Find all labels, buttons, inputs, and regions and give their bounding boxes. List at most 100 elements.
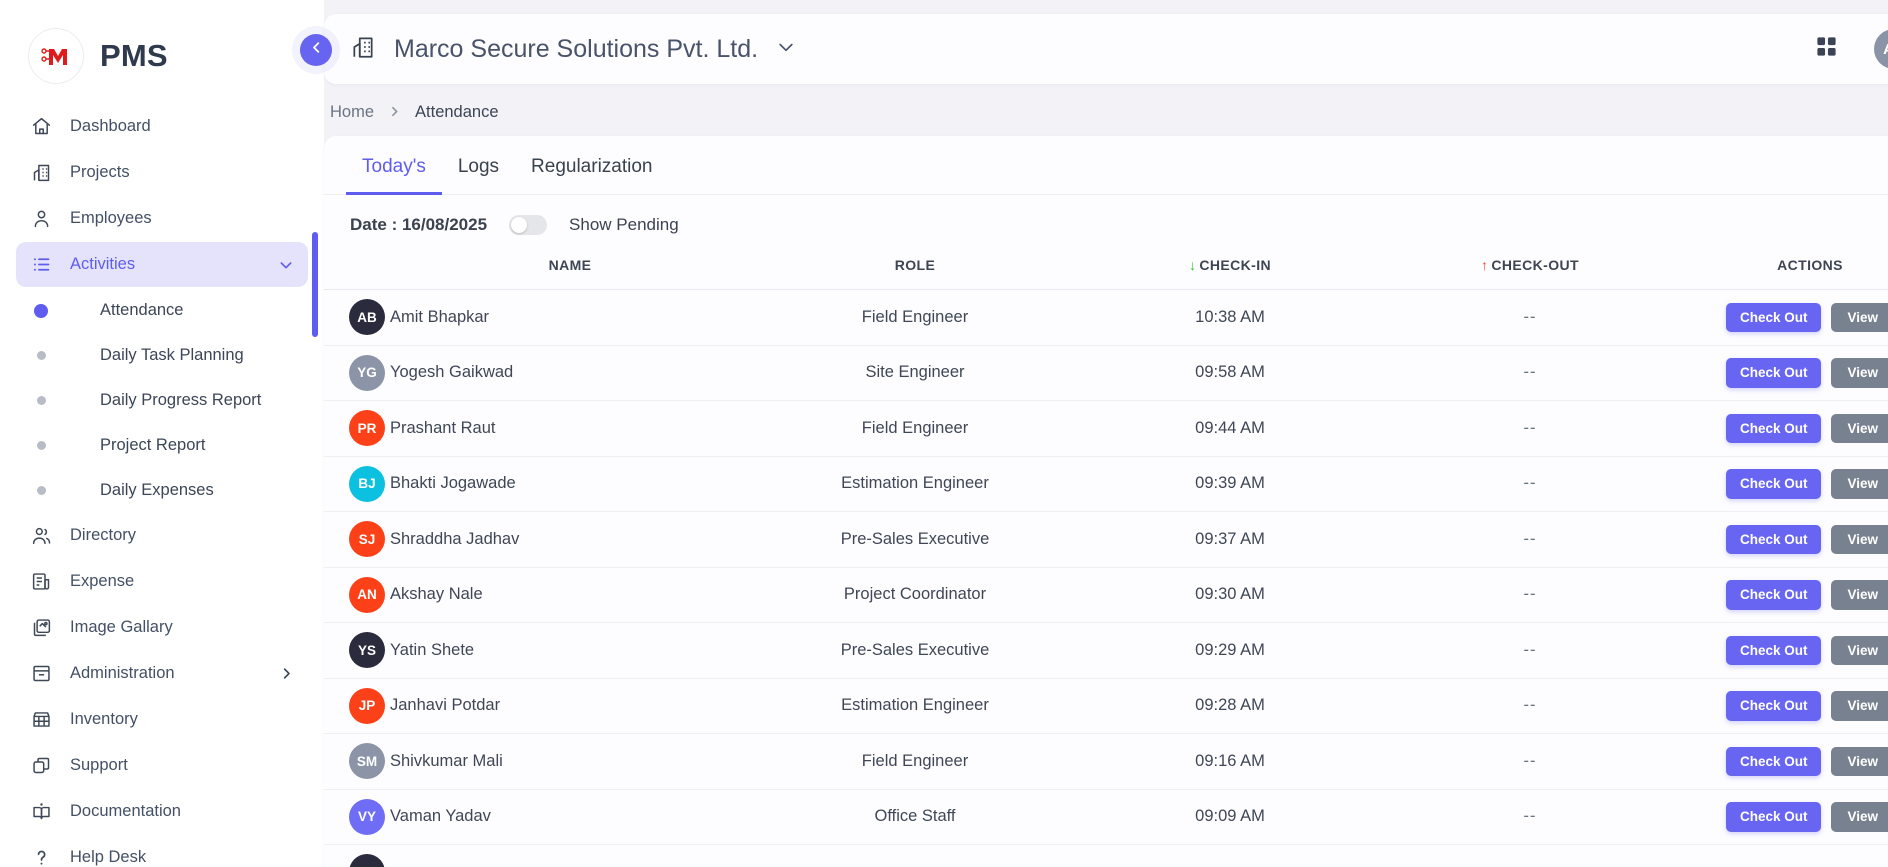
col-check-in-label: CHECK-IN [1199, 257, 1272, 273]
row-actions: Check Out View [1680, 290, 1888, 346]
tab-todays[interactable]: Today's [346, 136, 442, 195]
show-pending-toggle[interactable] [509, 215, 548, 235]
row-role: Site Engineer [865, 363, 965, 382]
chevron-down-icon[interactable] [278, 257, 294, 273]
row-check-in: 09:37 AM [1195, 529, 1265, 548]
sidebar-subitem-daily-progress-report[interactable]: Daily Progress Report [16, 378, 308, 423]
sidebar-item-administration[interactable]: Administration [16, 651, 308, 696]
row-avatar-cell [324, 845, 390, 867]
tab-logs[interactable]: Logs [457, 156, 500, 177]
sidebar-item-projects[interactable]: Projects [16, 150, 308, 195]
view-button[interactable]: View [1831, 802, 1888, 832]
sidebar-item-inventory[interactable]: Inventory [16, 697, 308, 742]
table-row[interactable]: BJ Bhakti Jogawade Estimation Engineer 09:3… [324, 456, 1888, 512]
row-name: Amit Bhapkar [390, 307, 490, 326]
tab-bar: Today's Logs Regularization [324, 136, 1888, 195]
view-button[interactable]: View [1831, 746, 1888, 776]
check-out-button[interactable]: Check Out [1725, 802, 1822, 832]
table-row[interactable]: JP Janhavi Potdar Estimation Engineer 09:28… [324, 678, 1888, 734]
sidebar-item-expense[interactable]: Expense [16, 559, 308, 604]
view-button[interactable]: View [1831, 635, 1888, 665]
main-content: Marco Secure Solutions Pvt. Ltd. AD Home [300, 0, 1888, 867]
sidebar-subitem-daily-task-planning[interactable]: Daily Task Planning [16, 333, 308, 378]
view-button[interactable]: View [1831, 469, 1888, 499]
sidebar-item-label: Image Gallary [70, 618, 173, 636]
table-row[interactable]: AN Akshay Nale Project Coordinator 09:30 AM… [324, 567, 1888, 623]
col-role[interactable]: ROLE [750, 251, 1080, 290]
view-button[interactable]: View [1831, 691, 1888, 721]
row-role: Pre-Sales Executive [840, 529, 990, 548]
row-name [390, 845, 750, 867]
sidebar-item-dashboard[interactable]: Dashboard [16, 104, 308, 149]
sidebar-subitem-label: Daily Expenses [100, 481, 214, 499]
check-out-button[interactable]: Check Out [1725, 413, 1822, 443]
check-out-button[interactable]: Check Out [1725, 358, 1822, 388]
chevron-right-icon[interactable] [279, 666, 294, 681]
check-out-button[interactable]: Check Out [1725, 691, 1822, 721]
row-avatar-cell: SM [324, 734, 390, 790]
check-out-button[interactable]: Check Out [1725, 746, 1822, 776]
table-row[interactable]: SJ Shraddha Jadhav Pre-Sales Executive 09:3… [324, 512, 1888, 567]
table-row[interactable]: PR Prashant Raut Field Engineer 09:44 AM -- C… [324, 401, 1888, 456]
sidebar-subitem-label: Attendance [100, 301, 184, 319]
view-button[interactable]: View [1831, 524, 1888, 554]
table-row[interactable]: AB Amit Bhapkar Field Engineer 10:38 AM -- Ch… [324, 290, 1888, 346]
sidebar-item-activities[interactable]: Activities [16, 242, 308, 287]
sidebar-subitem-label: Daily Task Planning [100, 346, 244, 364]
avatar[interactable]: AD [1874, 29, 1888, 69]
sidebar-subitem-daily-expenses[interactable]: Daily Expenses [16, 468, 308, 513]
topbar-actions: AD [1815, 29, 1888, 69]
row-avatar-cell: AN [324, 567, 390, 623]
view-button[interactable]: View [1831, 580, 1888, 610]
row-check-in: 10:38 AM [1195, 307, 1265, 326]
avatar: SJ [349, 521, 385, 558]
check-out-button[interactable]: Check Out [1725, 524, 1822, 554]
building-icon [30, 162, 52, 184]
sidebar-subitem-label: Daily Progress Report [100, 391, 262, 409]
avatar: AN [349, 576, 385, 613]
table-row[interactable]: SM Shivkumar Mali Field Engineer 09:16 AM --… [324, 734, 1888, 790]
sidebar-nav: Dashboard Projects Employees [0, 104, 324, 867]
table-row[interactable]: VY Vaman Yadav Office Staff 09:09 AM -- Check… [324, 789, 1888, 845]
sidebar-item-label: Administration [70, 664, 175, 682]
sidebar-subitem-project-report[interactable]: Project Report [16, 423, 308, 468]
row-actions: Check Out View [1680, 789, 1888, 845]
table-row[interactable]: YG Yogesh Gaikwad Site Engineer 09:58 AM -- C… [324, 345, 1888, 401]
col-check-out[interactable]: ↑ CHECK-OUT [1380, 251, 1680, 290]
sidebar-subitem-label: Project Report [100, 436, 206, 454]
check-out-button[interactable]: Check Out [1725, 580, 1822, 610]
view-button[interactable]: View [1831, 413, 1888, 443]
chevron-left-icon [309, 40, 324, 60]
avatar: VY [349, 798, 385, 835]
check-out-button[interactable]: Check Out [1725, 302, 1822, 332]
sidebar-item-label: Directory [70, 526, 137, 544]
avatar: AB [349, 299, 385, 336]
store-icon [30, 709, 52, 731]
view-button[interactable]: View [1831, 302, 1888, 332]
col-name[interactable]: NAME [390, 251, 750, 290]
grid-apps-icon[interactable] [1815, 35, 1838, 63]
tab-regularization[interactable]: Regularization [531, 156, 653, 177]
sidebar-item-help-desk[interactable]: Help Desk [16, 835, 308, 867]
check-out-button[interactable]: Check Out [1725, 635, 1822, 665]
sidebar-scrollbar[interactable] [312, 232, 318, 337]
sidebar-item-documentation[interactable]: Documentation [16, 789, 308, 834]
view-button[interactable]: View [1831, 358, 1888, 388]
col-check-in[interactable]: ↓ CHECK-IN [1080, 251, 1380, 290]
breadcrumb-home[interactable]: Home [330, 103, 375, 121]
row-role: Estimation Engineer [841, 474, 989, 493]
brand[interactable]: PMS [0, 14, 324, 104]
sidebar-collapse-button[interactable] [300, 34, 332, 66]
sidebar-item-image-gallary[interactable]: Image Gallary [16, 605, 308, 650]
row-check-out: -- [1523, 585, 1537, 604]
table-row[interactable]: YS Yatin Shete Pre-Sales Executive 09:29 AM… [324, 623, 1888, 678]
chevron-down-icon[interactable] [776, 37, 796, 62]
sidebar-item-employees[interactable]: Employees [16, 196, 308, 241]
sidebar-subitem-attendance[interactable]: Attendance [16, 288, 308, 333]
row-check-out: -- [1523, 529, 1537, 548]
check-out-button[interactable]: Check Out [1725, 469, 1822, 499]
org-selector[interactable]: Marco Secure Solutions Pvt. Ltd. [350, 34, 796, 65]
table-row[interactable] [324, 845, 1888, 867]
sidebar-item-support[interactable]: Support [16, 743, 308, 788]
sidebar-item-directory[interactable]: Directory [16, 513, 308, 558]
